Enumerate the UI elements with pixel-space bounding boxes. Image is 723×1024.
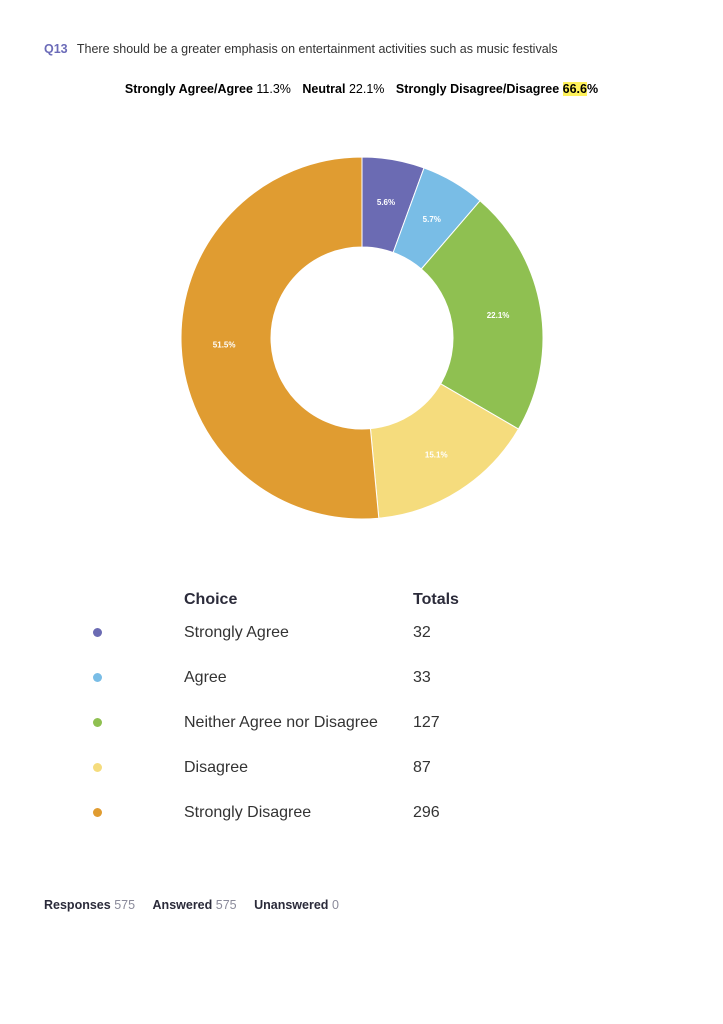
summary-disagree-suffix: % — [587, 82, 599, 96]
legend-choice-strongly-disagree: Strongly Disagree — [184, 804, 312, 821]
legend-dot-agree — [93, 673, 102, 682]
summary-agree-value: 11.3% — [256, 82, 291, 96]
legend-total-strongly-agree: 32 — [413, 624, 431, 641]
legend-total-neither-agree-nor-disagree: 127 — [413, 714, 440, 731]
legend-choice-disagree: Disagree — [184, 759, 249, 776]
slice-label-neither-agree-nor-disagree: 22.1% — [487, 311, 510, 320]
legend-choice-agree: Agree — [184, 669, 227, 686]
totals-header: Totals — [413, 591, 459, 608]
summary-agree-label: Strongly Agree/Agree — [124, 82, 253, 96]
slice-label-strongly-disagree: 51.5% — [213, 340, 236, 349]
question-text: Q13 There should be a greater emphasis o… — [44, 42, 558, 56]
legend-dot-disagree — [93, 763, 102, 772]
question-label: There should be a greater emphasis on en… — [76, 42, 558, 56]
legend-total-disagree: 87 — [413, 759, 431, 776]
summary-disagree-label: Strongly Disagree/Disagree — [395, 82, 560, 96]
slice-neither-agree-nor-disagree — [420, 200, 544, 430]
slice-disagree — [369, 383, 520, 519]
answered-value: 575 — [215, 898, 237, 912]
legend-choice-neither-agree-nor-disagree: Neither Agree nor Disagree — [184, 714, 378, 731]
unanswered-value: 0 — [331, 898, 339, 912]
legend-choice-strongly-agree: Strongly Agree — [184, 624, 289, 641]
legend-dot-strongly-disagree — [93, 808, 102, 817]
response-footer: Responses 575 Answered 575 Unanswered 0 — [44, 898, 353, 912]
summary-neutral-value: 22.1% — [348, 82, 385, 96]
legend-dot-strongly-agree — [93, 628, 102, 637]
summary-disagree-value: 66.6 — [562, 82, 587, 96]
legend-dot-neither-agree-nor-disagree — [93, 718, 102, 727]
donut-chart: 5.6% 5.7% 22.1% 15.1% 51.5% — [180, 156, 544, 520]
legend-total-agree: 33 — [413, 669, 431, 686]
question-number: Q13 — [44, 42, 68, 56]
unanswered-label: Unanswered — [254, 898, 329, 912]
slice-label-disagree: 15.1% — [425, 450, 448, 459]
slice-strongly-disagree — [180, 156, 380, 520]
slice-label-strongly-agree: 5.6% — [377, 198, 395, 207]
slice-label-agree: 5.7% — [423, 215, 441, 224]
summary-line: Strongly Agree/Agree 11.3% Neutral 22.1%… — [0, 82, 723, 96]
summary-neutral-label: Neutral — [302, 82, 346, 96]
legend-total-strongly-disagree: 296 — [413, 804, 440, 821]
responses-label: Responses — [44, 898, 111, 912]
responses-value: 575 — [114, 898, 136, 912]
answered-label: Answered — [152, 898, 213, 912]
choice-header: Choice — [184, 591, 238, 608]
